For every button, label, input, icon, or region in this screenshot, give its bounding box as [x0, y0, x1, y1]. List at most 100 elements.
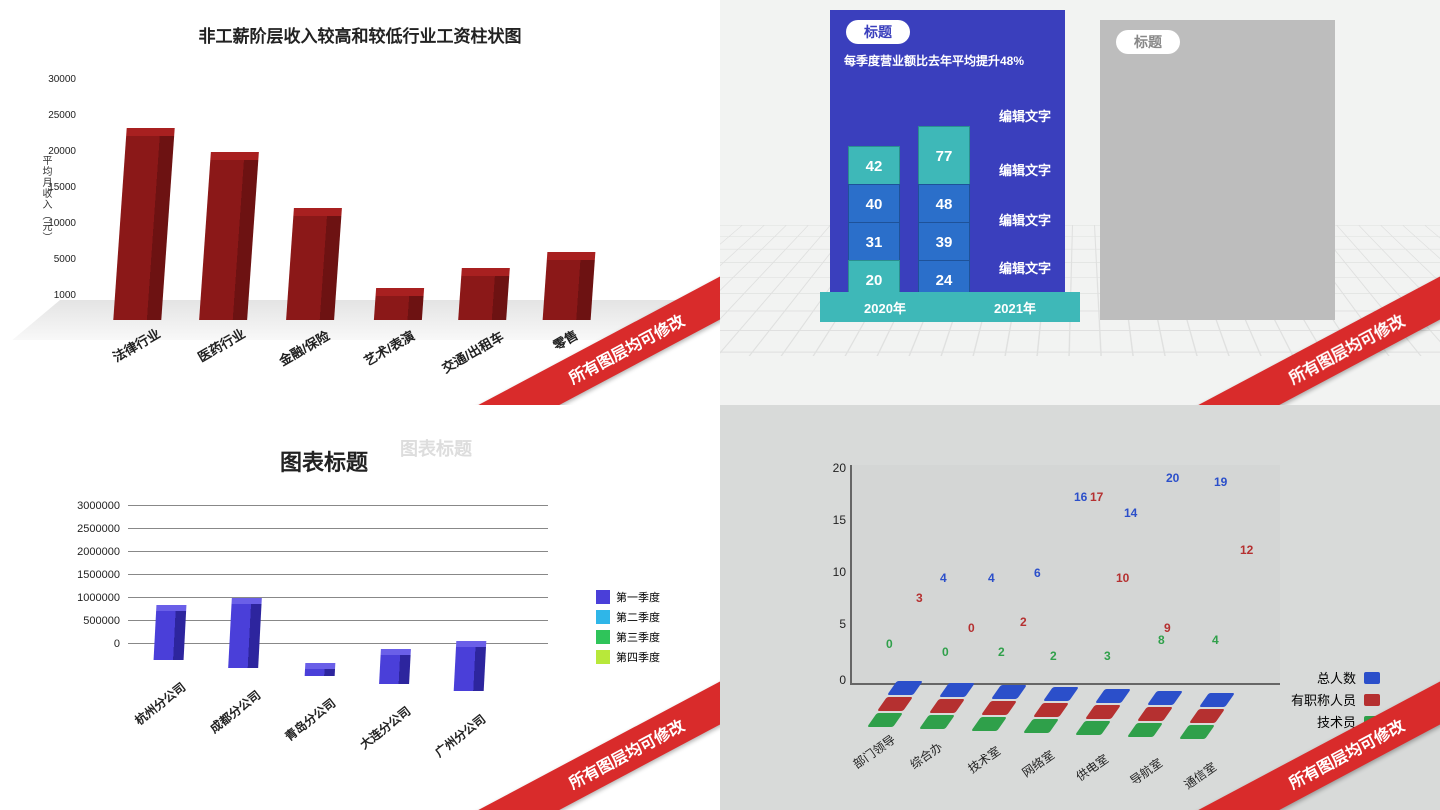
- chart4-tile: [939, 683, 975, 697]
- chart4-xlabel: 技术室: [964, 742, 1003, 777]
- chart4-xlabel: 部门领导: [849, 731, 898, 772]
- chart4-tile: [1137, 707, 1173, 721]
- chart4-tile: [867, 713, 903, 727]
- chart3-ytick: 2500000: [50, 523, 120, 535]
- panel-cube-infographic: 标题 标题 每季度营业额比去年平均提升48% 编辑文字 编辑文字 编辑文字 编辑…: [720, 0, 1440, 405]
- chart4-tile: [877, 697, 913, 711]
- chart1-bar: [374, 288, 424, 320]
- chart3-bar: [154, 605, 187, 660]
- chart4-legend-label: 有职称人员: [1291, 690, 1356, 709]
- chart4-tile: [991, 685, 1027, 699]
- chart4-tile: [1147, 691, 1183, 705]
- chart3-ytick: 0: [50, 638, 120, 650]
- chart4-value: 3: [916, 591, 923, 605]
- chart3-gridline: [128, 620, 548, 621]
- chart4-tile: [1085, 705, 1121, 719]
- chart4-tile: [1033, 703, 1069, 717]
- chart3-legend-label: 第二季度: [616, 609, 660, 625]
- chart2-cube: 77: [918, 126, 970, 186]
- chart3-bar: [305, 663, 336, 676]
- chart4-value: 20: [1166, 471, 1179, 485]
- chart3-bar: [454, 641, 487, 691]
- chart4-ytick: 20: [833, 461, 846, 475]
- chart4-value: 16: [1074, 490, 1087, 504]
- chart1-ytick: 15000: [48, 182, 76, 193]
- chart2-rowlabel: 编辑文字: [999, 210, 1051, 229]
- chart4-value: 14: [1124, 506, 1137, 520]
- chart2-cube: 31: [848, 222, 900, 262]
- chart3-ytick: 1500000: [50, 569, 120, 581]
- chart4-ytick: 0: [839, 673, 846, 687]
- chart4-xlabel: 通信室: [1180, 758, 1219, 793]
- panel-branch-bar: 图表标题 图表标题 3000000 2500000 2000000 150000…: [0, 405, 720, 810]
- chart4-xlabel: 网络室: [1018, 746, 1057, 781]
- chart4-value: 6: [1034, 566, 1041, 580]
- chart2-year: 2020年: [864, 298, 906, 317]
- chart1-bar: [458, 268, 510, 320]
- chart4-tile: [919, 715, 955, 729]
- chart1-ytick: 5000: [54, 254, 76, 265]
- chart4-tile: [1199, 693, 1235, 707]
- chart4-value: 0: [942, 645, 949, 659]
- chart4-value: 2: [1050, 649, 1057, 663]
- chart4-value: 17: [1090, 490, 1103, 504]
- chart4-value: 9: [1164, 621, 1171, 635]
- chart1-ytick: 10000: [48, 218, 76, 229]
- chart3-title: 图表标题: [280, 445, 368, 477]
- chart4-tile: [1127, 723, 1163, 737]
- chart4-value: 10: [1116, 571, 1129, 585]
- chart3-xlabel: 成都分公司: [206, 686, 264, 736]
- chart1-bar: [199, 152, 259, 320]
- chart4-tile: [929, 699, 965, 713]
- chart3-legend-label: 第一季度: [616, 589, 660, 605]
- chart4-ytick: 10: [833, 565, 846, 579]
- chart4-value: 0: [886, 637, 893, 651]
- chart2-subtitle: 每季度营业额比去年平均提升48%: [844, 52, 1051, 69]
- chart1-ytick: 30000: [48, 74, 76, 85]
- chart4-axes: [850, 465, 1280, 685]
- chart3-legend: 第一季度 第二季度 第三季度 第四季度: [596, 585, 660, 669]
- chart4-tile: [1095, 689, 1131, 703]
- chart3-xlabel: 青岛分公司: [281, 694, 339, 744]
- chart2-rowlabel: 编辑文字: [999, 106, 1051, 125]
- chart4-value: 2: [998, 645, 1005, 659]
- chart1-bar: [543, 252, 596, 320]
- chart4-value: 4: [940, 571, 947, 585]
- chart4-xlabel: 导航室: [1126, 754, 1165, 789]
- chart4-tile: [971, 717, 1007, 731]
- chart2-cube: 48: [918, 184, 970, 224]
- chart2-cube: 42: [848, 146, 900, 186]
- chart1-bar: [286, 208, 342, 320]
- chart3-gridline: [128, 505, 548, 506]
- chart3-ytick: 3000000: [50, 500, 120, 512]
- editable-ribbon: 所有图层均可修改: [472, 659, 720, 810]
- chart3-xlabel: 广州分公司: [431, 710, 489, 760]
- chart3-ytick: 1000000: [50, 592, 120, 604]
- chart2-cube: 40: [848, 184, 900, 224]
- chart4-tile: [1075, 721, 1111, 735]
- chart4-value: 2: [1020, 615, 1027, 629]
- chart3-bar: [379, 649, 411, 684]
- chart3-xlabel: 大连分公司: [356, 702, 414, 752]
- chart2-stack-2021: 77 48 39 24: [918, 128, 970, 300]
- chart3-gridline: [128, 528, 548, 529]
- chart3-gridline: [128, 597, 548, 598]
- chart1-title: 非工薪阶层收入较高和较低行业工资柱状图: [0, 22, 720, 47]
- chart4-tile: [1023, 719, 1059, 733]
- chart4-value: 3: [1104, 649, 1111, 663]
- chart4-value: 19: [1214, 475, 1227, 489]
- chart2-stack-2020: 42 40 31 20: [848, 148, 900, 300]
- chart2-year: 2021年: [994, 298, 1036, 317]
- chart2-badge: 标题: [846, 20, 910, 44]
- chart4-tile: [1189, 709, 1225, 723]
- chart1-ytick: 20000: [48, 146, 76, 157]
- chart3-title-ghost: 图表标题: [400, 435, 472, 461]
- chart4-xlabel: 供电室: [1072, 750, 1111, 785]
- chart4-value: 8: [1158, 633, 1165, 647]
- chart1-bar: [113, 128, 174, 320]
- chart3-xlabel: 杭州分公司: [131, 678, 189, 728]
- chart2-base: 2020年 2021年: [820, 292, 1080, 322]
- chart4-tile: [981, 701, 1017, 715]
- chart3-bar: [228, 598, 262, 668]
- chart3-ytick: 500000: [50, 615, 120, 627]
